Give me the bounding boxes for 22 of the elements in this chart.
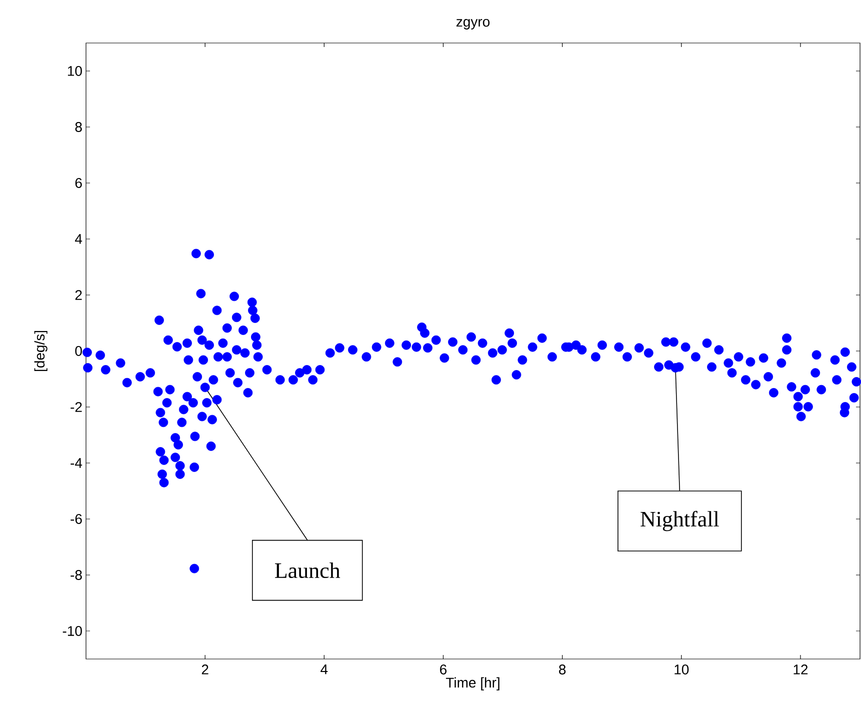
y-tick-label: 4 [74, 234, 82, 244]
y-tick-label: -8 [70, 570, 82, 580]
y-tick-label: 10 [68, 66, 82, 76]
x-tick-label: 8 [559, 664, 566, 674]
annotation: Launch [275, 562, 340, 578]
y-tick-label: 6 [75, 178, 82, 188]
x-axis-title: Time [hr] [446, 677, 500, 690]
y-axis-title: [deg/s] [34, 330, 48, 372]
y-tick-label: 0 [75, 346, 82, 356]
x-tick-label: 2 [202, 664, 208, 674]
x-tick-label: 10 [674, 664, 689, 674]
x-tick-label: 6 [440, 664, 447, 674]
y-tick-label: -10 [62, 626, 82, 636]
y-tick-label: 8 [75, 122, 82, 132]
annotation: Nightfall [640, 510, 719, 532]
y-tick-label: -6 [70, 514, 82, 524]
chart-title: zgyro [456, 19, 490, 30]
y-tick-label: 2 [75, 290, 82, 300]
x-tick-label: 4 [320, 664, 328, 674]
y-tick-label: -4 [70, 458, 82, 468]
x-tick-label: 12 [794, 664, 808, 674]
y-tick-label: -2 [70, 402, 82, 412]
